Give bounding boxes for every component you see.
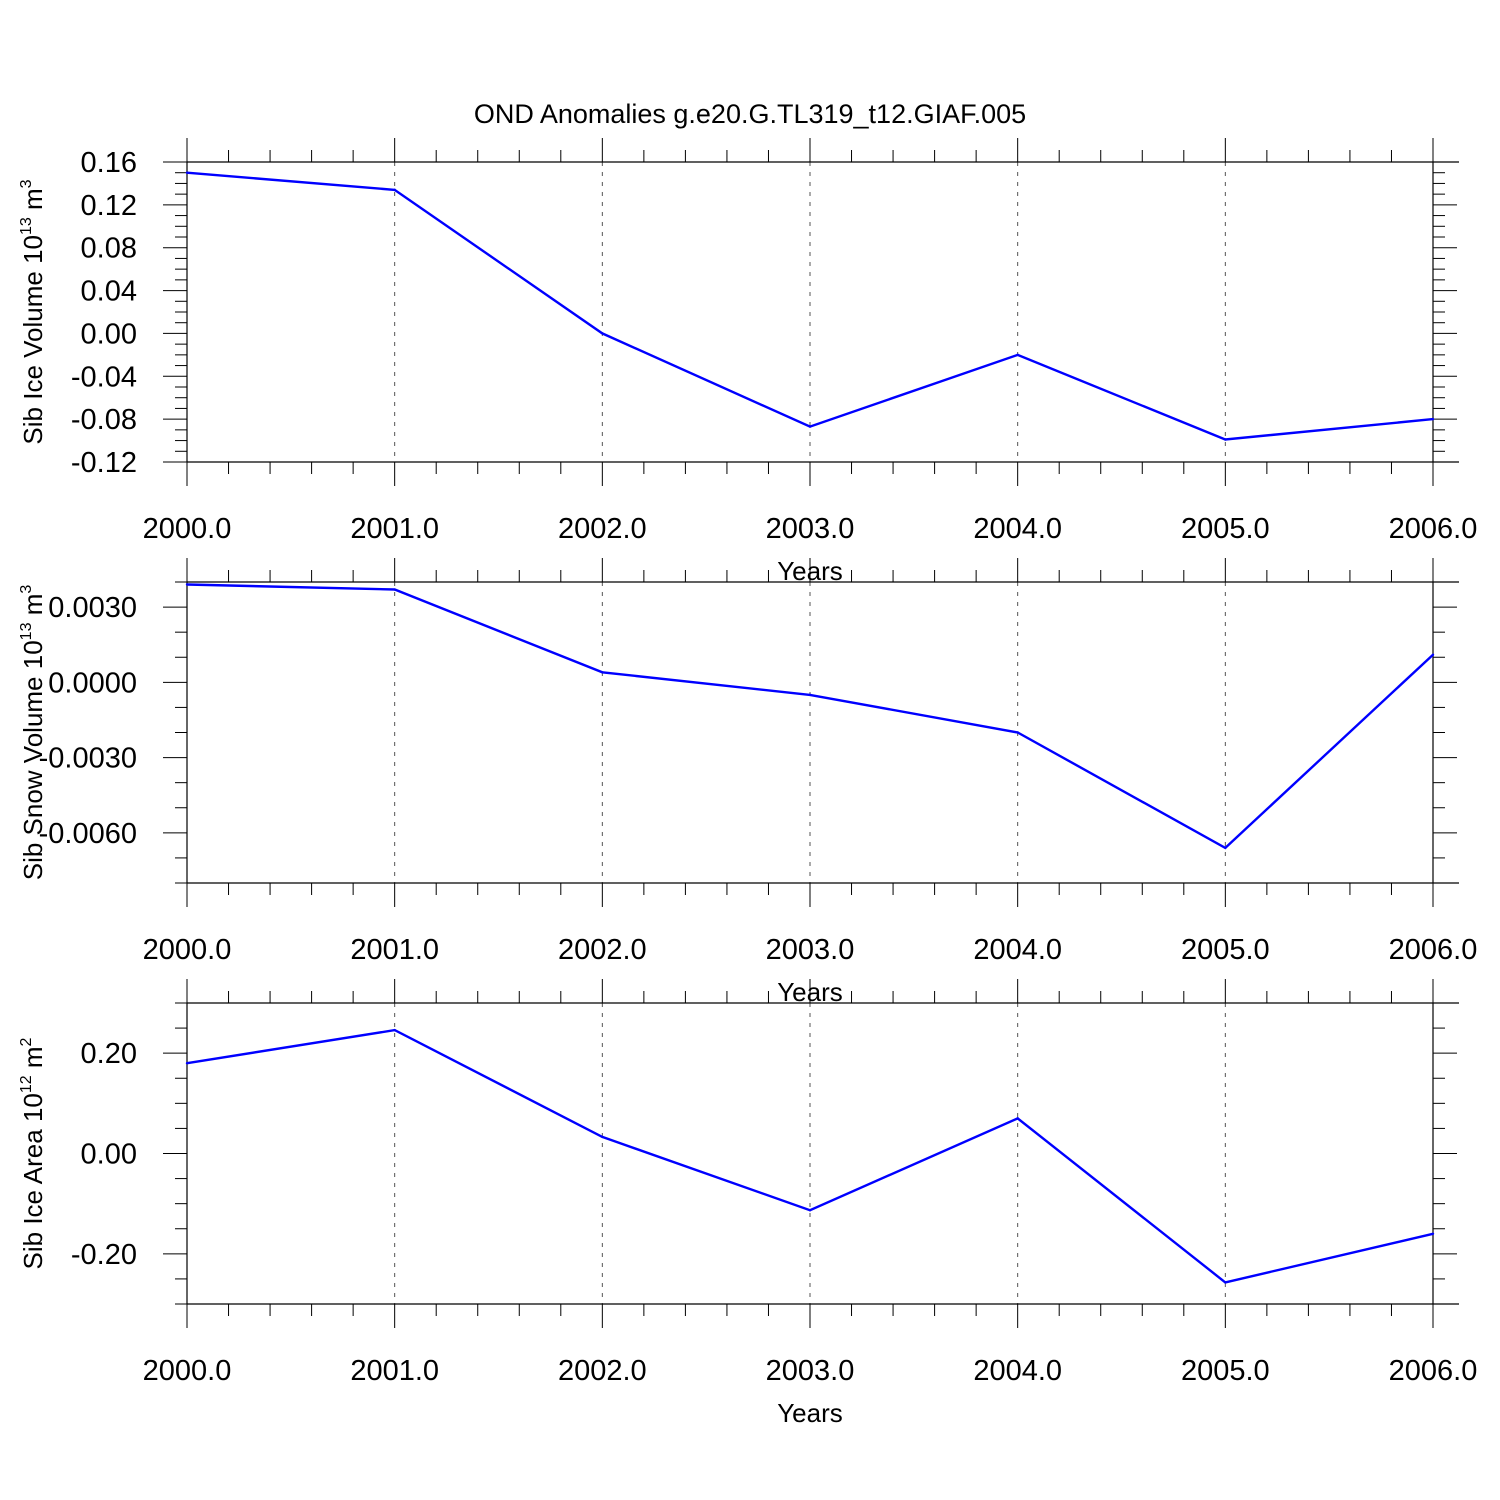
y-tick-label: 0.08 [81, 233, 137, 265]
data-point [601, 1135, 604, 1139]
x-axis-label: Years [777, 1398, 843, 1428]
x-tick-label: 2006.0 [1389, 1355, 1478, 1387]
y-tick-label: -0.08 [71, 404, 137, 436]
data-point [185, 583, 189, 586]
figure-title: OND Anomalies g.e20.G.TL319_t12.GIAF.005 [474, 99, 1026, 129]
data-point [185, 171, 189, 174]
data-point [601, 332, 604, 335]
data-point [185, 1062, 189, 1065]
data-point [601, 671, 604, 674]
y-axis-label: Sib Ice Area 1012 m2 [18, 1037, 48, 1269]
x-tick-label: 2000.0 [143, 934, 232, 966]
x-tick-label: 2004.0 [973, 934, 1062, 966]
data-point [1224, 1281, 1227, 1284]
y-tick-label: -0.12 [71, 447, 137, 479]
y-tick-label: -0.20 [71, 1239, 137, 1271]
y-tick-label: -0.0030 [39, 743, 137, 775]
y-tick-label: 0.00 [81, 1139, 137, 1171]
data-point [1431, 653, 1435, 656]
y-ticks [163, 1002, 1457, 1305]
x-tick-label: 2001.0 [350, 934, 439, 966]
x-tick-label: 2003.0 [766, 934, 855, 966]
x-tick-label: 2006.0 [1389, 934, 1478, 966]
y-tick-label: -0.0060 [39, 818, 137, 850]
x-tick-label: 2000.0 [143, 513, 232, 545]
data-point [1016, 731, 1019, 734]
x-tick-label: 2001.0 [350, 1355, 439, 1387]
x-ticks [186, 138, 1434, 486]
x-tick-label: 2002.0 [558, 934, 647, 966]
x-tick-label: 2004.0 [973, 513, 1062, 545]
x-tick-label: 2005.0 [1181, 934, 1270, 966]
y-tick-label: 0.04 [81, 276, 137, 308]
x-tick-label: 2002.0 [558, 1355, 647, 1387]
x-tick-label: 2003.0 [766, 513, 855, 545]
data-point [808, 1208, 812, 1212]
x-tick-label: 2003.0 [766, 1355, 855, 1387]
data-point [1431, 1232, 1435, 1235]
x-ticks [186, 558, 1434, 907]
y-ticks [163, 161, 1457, 463]
panel-2: 0.0030 0.0000 -0.0030 -0.0060 2000.0 2001.0 20… [18, 558, 1477, 1007]
data-point [393, 1028, 396, 1032]
data-point [393, 588, 396, 591]
data-point [1016, 1117, 1019, 1120]
data-point [808, 425, 812, 428]
panel-3: 0.20 0.00 -0.20 2000.0 2001.0 2002.0 2003.0 200… [18, 979, 1477, 1428]
y-tick-label: 0.0030 [48, 592, 137, 624]
data-point [1431, 417, 1435, 421]
x-tick-label: 2006.0 [1389, 513, 1478, 545]
x-tick-label: 2005.0 [1181, 1355, 1270, 1387]
x-tick-label: 2005.0 [1181, 513, 1270, 545]
x-ticks [186, 979, 1434, 1328]
x-tick-label: 2004.0 [973, 1355, 1062, 1387]
data-point [1224, 438, 1227, 441]
y-tick-label: 0.0000 [48, 667, 137, 699]
y-axis-label: Sib Snow Volume 1013 m3 [18, 585, 48, 881]
y-ticks [163, 581, 1457, 884]
y-tick-label: 0.20 [81, 1038, 137, 1070]
y-tick-label: -0.04 [71, 361, 137, 393]
x-tick-label: 2002.0 [558, 513, 647, 545]
x-tick-label: 2000.0 [143, 1355, 232, 1387]
y-tick-label: 0.12 [81, 190, 137, 222]
y-tick-label: 0.16 [81, 147, 137, 179]
y-tick-label: 0.00 [81, 318, 137, 350]
data-point [1224, 846, 1227, 850]
panel-1: 0.16 0.12 0.08 0.04 0.00 -0.04 -0.08 -0.12 2000.… [18, 138, 1477, 586]
data-point [393, 188, 396, 192]
x-tick-label: 2001.0 [350, 513, 439, 545]
data-point [808, 693, 812, 697]
y-axis-label: Sib Ice Volume 1013 m3 [18, 179, 48, 444]
data-point [1016, 353, 1019, 357]
